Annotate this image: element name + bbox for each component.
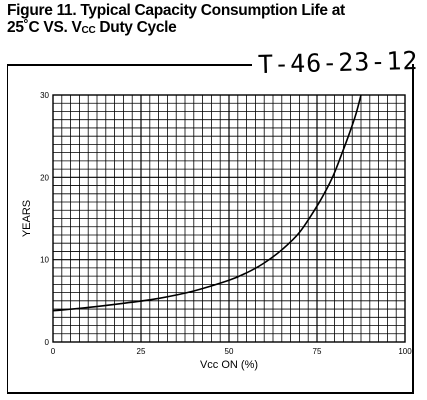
plot-area-border	[52, 94, 406, 343]
figure-title-line2-prefix: 25˚C VS. V	[7, 19, 82, 36]
x-tick-label: 25	[137, 347, 146, 356]
x-tick-label: 100	[398, 347, 412, 356]
chart-grid	[53, 95, 405, 342]
x-axis-label: Vcc ON (%)	[200, 359, 258, 371]
x-tick-label: 50	[225, 347, 234, 356]
frame-right-border	[412, 64, 414, 392]
y-tick-label: 0	[45, 338, 50, 347]
frame-left-border	[7, 64, 8, 392]
x-tick-label: 0	[51, 347, 56, 356]
life-curve-line	[52, 94, 362, 312]
figure-title-line2-suffix: Duty Cycle	[95, 19, 177, 36]
frame-top-border	[7, 64, 252, 66]
y-axis-label: YEARS	[21, 200, 33, 237]
x-tick-label: 75	[313, 347, 322, 356]
figure-title: Figure 11. Typical Capacity Consumption …	[7, 2, 345, 39]
y-tick-label: 20	[40, 173, 49, 182]
figure-title-line2-subscript: CC	[81, 25, 96, 36]
figure-title-line1: Figure 11. Typical Capacity Consumption …	[7, 2, 345, 19]
y-tick-label: 30	[40, 91, 49, 100]
tick-labels: 0 25 50 75 100 0 10 20 30	[40, 91, 412, 356]
y-tick-label: 10	[40, 256, 49, 265]
frame-bottom-border	[7, 392, 414, 394]
